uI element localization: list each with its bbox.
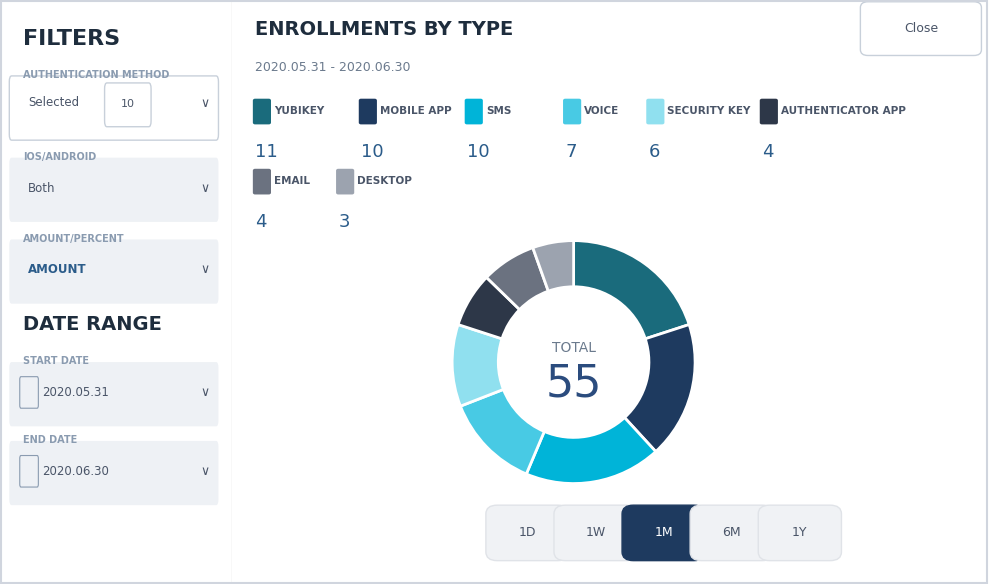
Text: SECURITY KEY: SECURITY KEY bbox=[668, 106, 751, 116]
Text: VOICE: VOICE bbox=[584, 106, 619, 116]
FancyBboxPatch shape bbox=[486, 505, 569, 561]
Text: ∨: ∨ bbox=[200, 98, 209, 110]
Text: EMAIL: EMAIL bbox=[274, 176, 310, 186]
FancyBboxPatch shape bbox=[9, 76, 219, 140]
Text: SMS: SMS bbox=[486, 106, 511, 116]
Text: IOS/ANDROID: IOS/ANDROID bbox=[24, 152, 97, 162]
Wedge shape bbox=[526, 418, 656, 484]
FancyBboxPatch shape bbox=[622, 505, 705, 561]
Text: AMOUNT: AMOUNT bbox=[28, 263, 86, 276]
Text: 4: 4 bbox=[255, 213, 267, 231]
FancyBboxPatch shape bbox=[9, 239, 219, 304]
FancyBboxPatch shape bbox=[860, 2, 981, 55]
Text: ∨: ∨ bbox=[200, 465, 209, 478]
Wedge shape bbox=[574, 241, 689, 339]
Text: YUBIKEY: YUBIKEY bbox=[274, 106, 324, 116]
Text: END DATE: END DATE bbox=[24, 435, 77, 445]
Text: 1M: 1M bbox=[655, 526, 673, 540]
Wedge shape bbox=[452, 325, 503, 406]
Text: ∨: ∨ bbox=[200, 182, 209, 194]
Text: ∨: ∨ bbox=[200, 386, 209, 399]
Wedge shape bbox=[458, 277, 519, 339]
Text: AUTHENTICATOR APP: AUTHENTICATOR APP bbox=[781, 106, 906, 116]
Text: 6: 6 bbox=[649, 143, 660, 161]
Text: 4: 4 bbox=[763, 143, 773, 161]
Text: 10: 10 bbox=[361, 143, 384, 161]
Text: 2020.06.30: 2020.06.30 bbox=[42, 465, 109, 478]
FancyBboxPatch shape bbox=[9, 362, 219, 426]
FancyBboxPatch shape bbox=[20, 377, 39, 408]
Text: 11: 11 bbox=[255, 143, 278, 161]
FancyBboxPatch shape bbox=[646, 99, 665, 124]
FancyBboxPatch shape bbox=[554, 505, 637, 561]
FancyBboxPatch shape bbox=[105, 83, 151, 127]
FancyBboxPatch shape bbox=[336, 169, 354, 194]
FancyBboxPatch shape bbox=[9, 441, 219, 505]
FancyBboxPatch shape bbox=[690, 505, 773, 561]
Text: DESKTOP: DESKTOP bbox=[357, 176, 412, 186]
FancyBboxPatch shape bbox=[253, 99, 271, 124]
Text: ENROLLMENTS BY TYPE: ENROLLMENTS BY TYPE bbox=[255, 20, 513, 40]
FancyBboxPatch shape bbox=[563, 99, 582, 124]
Text: 2020.05.31 - 2020.06.30: 2020.05.31 - 2020.06.30 bbox=[255, 61, 410, 74]
Text: AMOUNT/PERCENT: AMOUNT/PERCENT bbox=[24, 234, 125, 244]
Text: DATE RANGE: DATE RANGE bbox=[24, 315, 162, 335]
Text: 7: 7 bbox=[566, 143, 577, 161]
FancyBboxPatch shape bbox=[9, 158, 219, 222]
Text: 10: 10 bbox=[467, 143, 490, 161]
Text: Close: Close bbox=[904, 22, 938, 34]
Text: START DATE: START DATE bbox=[24, 356, 89, 366]
FancyBboxPatch shape bbox=[253, 169, 271, 194]
Text: 55: 55 bbox=[545, 363, 602, 405]
FancyBboxPatch shape bbox=[359, 99, 377, 124]
Text: Both: Both bbox=[28, 182, 55, 194]
Wedge shape bbox=[624, 325, 695, 451]
FancyBboxPatch shape bbox=[760, 99, 778, 124]
Text: 2020.05.31: 2020.05.31 bbox=[42, 386, 109, 399]
Text: AUTHENTICATION METHOD: AUTHENTICATION METHOD bbox=[24, 70, 170, 80]
Text: 1Y: 1Y bbox=[792, 526, 808, 540]
Text: 1W: 1W bbox=[585, 526, 605, 540]
Wedge shape bbox=[461, 390, 544, 474]
Text: 1D: 1D bbox=[519, 526, 536, 540]
FancyBboxPatch shape bbox=[759, 505, 842, 561]
Wedge shape bbox=[533, 241, 574, 291]
Text: 10: 10 bbox=[121, 99, 135, 109]
Text: Selected: Selected bbox=[28, 96, 79, 109]
FancyBboxPatch shape bbox=[20, 456, 39, 487]
Text: TOTAL: TOTAL bbox=[552, 340, 595, 354]
Text: 3: 3 bbox=[338, 213, 350, 231]
Text: ∨: ∨ bbox=[200, 263, 209, 276]
FancyBboxPatch shape bbox=[465, 99, 483, 124]
Wedge shape bbox=[487, 248, 548, 310]
Text: MOBILE APP: MOBILE APP bbox=[380, 106, 452, 116]
Text: 6M: 6M bbox=[722, 526, 741, 540]
Text: FILTERS: FILTERS bbox=[24, 29, 121, 49]
